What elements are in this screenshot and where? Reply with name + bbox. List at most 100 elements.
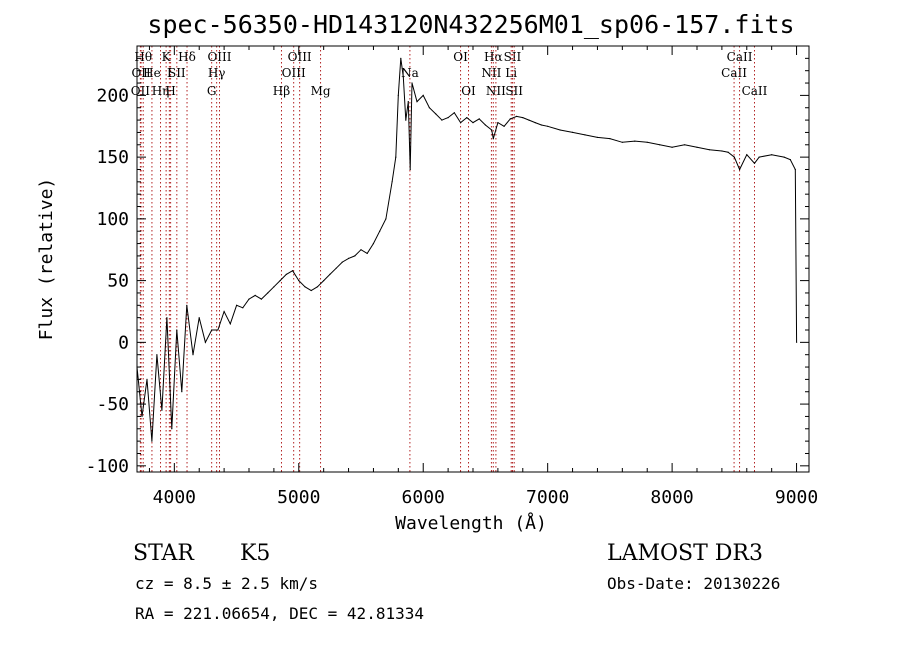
line-marker-label: I [167, 66, 172, 80]
spectrum-point [260, 298, 262, 300]
spectrum-point [522, 117, 524, 119]
spectrum-point [441, 119, 443, 121]
spectrum-point [621, 141, 623, 143]
spectrum-point [547, 125, 549, 127]
spectrum-point [671, 146, 673, 148]
obs-date-text: Obs-Date: 20130226 [607, 574, 780, 593]
spectrum-point [229, 323, 231, 325]
spectrum-point [472, 122, 474, 124]
spectrum-point [186, 304, 188, 306]
line-marker-label: Mg [311, 84, 331, 98]
spectrum-point [416, 101, 418, 103]
spectrum-point [596, 136, 599, 138]
spectrum-point [323, 280, 325, 282]
line-marker-label: Hγ [208, 66, 226, 80]
spectrum-point [428, 107, 430, 109]
y-tick-label: -50 [96, 394, 129, 415]
spectrum-point [273, 286, 275, 288]
spectrum-point [397, 94, 399, 96]
line-marker-label: K [162, 50, 172, 64]
spectrum-point [161, 409, 163, 411]
spectrum-point [411, 82, 413, 84]
y-tick-label: 0 [118, 332, 129, 353]
spectrum-point [211, 329, 213, 331]
y-tick-label: 50 [107, 271, 129, 292]
line-marker-label: OIII [282, 66, 306, 80]
spectrum-point [491, 129, 493, 131]
spectrum-point [156, 354, 158, 356]
spectrum-point [298, 280, 300, 282]
line-marker-label: NII [486, 84, 506, 98]
spectrum-point [466, 117, 468, 119]
spectrum-point [385, 218, 387, 220]
y-tick-label: 200 [96, 85, 129, 106]
y-tick-label: -100 [86, 456, 129, 477]
spectrum-point [789, 159, 791, 161]
spectrum-point [609, 138, 611, 140]
spectrum-point [684, 144, 686, 146]
spectrum-point [708, 149, 711, 151]
spectrum-point [478, 118, 480, 120]
spectrum-point [409, 168, 411, 171]
line-marker-label: SII [505, 84, 523, 98]
spectrum-point [497, 122, 499, 124]
line-marker-label: OIII [207, 50, 231, 64]
spectrum-point [204, 341, 206, 343]
spectrum-point [559, 129, 561, 131]
spectrum-series [136, 57, 798, 442]
spectrum-point [584, 134, 586, 136]
spectrum-point [141, 415, 143, 417]
spectrum-point [304, 286, 306, 288]
line-marker-label: SII [168, 66, 186, 80]
line-marker-label: Hθ [134, 50, 152, 64]
spectrum-point [509, 118, 511, 120]
spectrum-point [753, 162, 756, 164]
spectrum-point [292, 270, 294, 272]
spectrum-point [395, 156, 397, 158]
x-axis-label: Wavelength (Å) [395, 512, 547, 534]
line-marker-label: Hη [152, 84, 170, 98]
line-marker-label: OII [131, 66, 151, 80]
spectrum-point [236, 304, 238, 306]
spectrum-point [646, 141, 648, 143]
object-class: STAR [133, 541, 195, 566]
line-marker-label: OI [453, 50, 468, 64]
y-tick-label: 100 [96, 209, 129, 230]
spectrum-point [391, 181, 393, 183]
line-marker-label: Hα [484, 50, 503, 64]
plot-frame [136, 45, 810, 473]
spectrum-point [447, 117, 449, 119]
spectrum-point [354, 255, 356, 257]
x-tick-label: 7000 [526, 487, 569, 508]
spectrum-point [422, 94, 424, 96]
line-marker-label: CaII [721, 66, 747, 80]
line-marker-label: Hβ [273, 84, 290, 98]
spectrum-point [484, 124, 486, 126]
line-marker-label: Li [505, 66, 517, 80]
line-marker-label: OII [131, 84, 151, 98]
object-subclass: K5 [240, 541, 270, 566]
spectrum-point [223, 310, 225, 313]
spectrum-point [460, 122, 462, 124]
x-tick-label: 9000 [775, 487, 818, 508]
x-tick-label: 4000 [153, 487, 196, 508]
spectrum-point [181, 391, 183, 393]
spectrum-point [794, 168, 796, 171]
spectrum-point [540, 124, 543, 126]
spectrum-point [733, 156, 735, 158]
survey-name: LAMOST DR3 [607, 541, 763, 566]
spectrum-point [435, 113, 437, 115]
line-marker-label: OI [461, 84, 476, 98]
spectrum-point [528, 119, 530, 121]
spectrum-point [796, 341, 798, 343]
spectrum-point [721, 150, 723, 152]
redshift-text: cz = 8.5 ± 2.5 km/s [135, 574, 318, 593]
spectrum-point [758, 156, 760, 158]
spectrum-point [248, 298, 250, 300]
x-tick-label: 8000 [650, 487, 693, 508]
spectrum-point [146, 378, 148, 380]
spectrum-point [242, 307, 244, 309]
spectrum-point [285, 273, 287, 275]
spectrum-point [372, 243, 374, 245]
